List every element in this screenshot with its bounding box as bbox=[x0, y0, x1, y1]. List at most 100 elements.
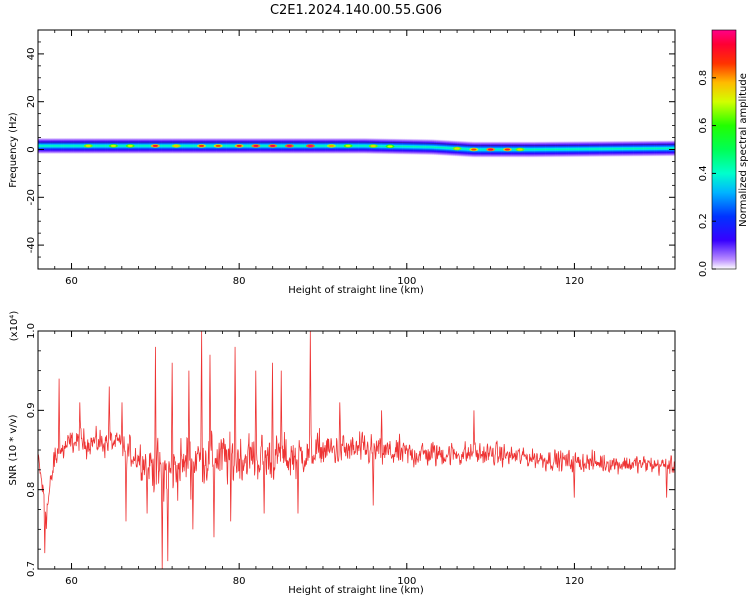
spectrogram-band-column bbox=[530, 141, 533, 158]
spectrogram-band-column bbox=[553, 140, 556, 158]
spectrogram-band-column bbox=[626, 140, 630, 158]
spectrogram-band-column bbox=[589, 140, 592, 158]
spectrogram-band-column bbox=[264, 137, 267, 155]
spectrogram-band-column bbox=[601, 140, 605, 158]
spectrogram-band-column bbox=[65, 137, 68, 155]
spectrogram-band-column bbox=[586, 140, 590, 158]
spectrogram-band-column bbox=[647, 140, 651, 157]
spectrogram-band-column bbox=[536, 141, 540, 158]
spectrogram-hotspot-core bbox=[236, 144, 242, 147]
colorbar-ticks: 0.0 0.2 0.4 0.6 0.8 bbox=[698, 29, 737, 277]
spectrogram-band-column bbox=[79, 137, 83, 155]
spectrogram-band-column bbox=[243, 137, 246, 155]
spectrogram-band-column bbox=[341, 137, 345, 155]
spectrogram-band-column bbox=[633, 140, 636, 158]
spectrogram-band-column bbox=[94, 137, 97, 155]
spectrogram-band-column bbox=[513, 141, 517, 158]
spectrogram-ytick-label: -40 bbox=[26, 237, 37, 253]
spectrogram-band-column bbox=[377, 137, 380, 155]
spectrogram-band-column bbox=[295, 137, 299, 155]
spectrogram-band-column bbox=[190, 137, 194, 155]
spectrogram-band-column bbox=[603, 140, 607, 158]
spectrogram-hotspot-core bbox=[110, 144, 117, 147]
spectrogram-band-column bbox=[75, 137, 79, 155]
spectrogram-band-column bbox=[167, 137, 171, 155]
spectrogram-band-column bbox=[182, 137, 185, 155]
spectrogram-band-column bbox=[610, 140, 613, 158]
spectrogram-band-column bbox=[184, 137, 188, 155]
spectrogram-band-column bbox=[576, 140, 579, 158]
spectrogram-hotspot-core bbox=[152, 144, 158, 147]
spectrogram-band-column bbox=[61, 137, 64, 155]
spectrogram-band-column bbox=[532, 141, 535, 158]
spectrogram-band-column bbox=[188, 137, 192, 155]
spectrogram-band-column bbox=[440, 139, 443, 157]
spectrogram-band-column bbox=[73, 137, 77, 155]
spectrogram-band-column bbox=[304, 137, 307, 155]
spectrogram-band-column bbox=[538, 141, 542, 158]
spectrogram-hotspot-core bbox=[345, 144, 351, 147]
spectrogram-band-column bbox=[639, 140, 642, 157]
spectrogram-band-column bbox=[584, 140, 588, 158]
spectrogram-hotspot-core bbox=[286, 144, 293, 147]
spectrogram-band-column bbox=[107, 137, 110, 155]
spectrogram-band-column bbox=[566, 140, 569, 158]
spectrogram-band-column bbox=[58, 137, 62, 155]
spectrogram-band-column bbox=[595, 140, 598, 158]
spectrogram-band-column bbox=[226, 137, 229, 155]
spectrogram-band-column bbox=[262, 137, 265, 155]
spectrogram-band-column bbox=[511, 141, 514, 158]
spectrogram-hotspot-core bbox=[85, 144, 91, 147]
spectrogram-band-column bbox=[402, 138, 405, 155]
colorbar-tick-label: 0.8 bbox=[698, 70, 709, 86]
spectrogram-band-column bbox=[163, 137, 167, 155]
spectrogram-band-column bbox=[40, 137, 43, 155]
spectrogram-band-column bbox=[123, 137, 127, 155]
snr-ytick-label: 1.0 bbox=[26, 323, 37, 339]
spectrogram-band-column bbox=[63, 137, 66, 155]
colorbar-tick-label: 0.6 bbox=[698, 118, 709, 134]
spectrogram-band-column bbox=[207, 137, 211, 155]
spectrogram-band-column bbox=[572, 140, 575, 158]
colorbar: 0.0 0.2 0.4 0.6 0.8 Normalized spectral ampl… bbox=[698, 29, 749, 277]
spectrogram-band-column bbox=[82, 137, 85, 155]
spectrogram-band-column bbox=[48, 137, 51, 155]
spectrogram-band-column bbox=[450, 139, 454, 157]
spectrogram-hotspot-core bbox=[517, 148, 523, 151]
spectrogram-band-column bbox=[484, 141, 487, 158]
spectrogram-band-column bbox=[142, 137, 146, 155]
spectrogram-band-column bbox=[431, 138, 435, 156]
spectrogram-band-column bbox=[358, 137, 361, 155]
spectrogram-band-column bbox=[612, 140, 615, 158]
spectrogram-band-column bbox=[293, 137, 297, 155]
spectrogram-band-column bbox=[144, 137, 148, 155]
spectrogram-band-column bbox=[339, 137, 343, 155]
spectrogram-band-column bbox=[480, 141, 483, 158]
spectrogram-hotspot-core bbox=[387, 145, 393, 148]
spectrogram-band-column bbox=[635, 140, 638, 157]
spectrogram-band-column bbox=[668, 139, 672, 157]
snr-xtick-label: 100 bbox=[397, 576, 416, 587]
spectrogram-band-column bbox=[415, 138, 418, 156]
spectrogram-band-column bbox=[637, 140, 640, 157]
spectrogram-ytick-label: 0 bbox=[26, 146, 37, 152]
spectrogram-band-column bbox=[337, 137, 341, 155]
spectrogram-band-column bbox=[335, 137, 338, 155]
spectrogram-band-column bbox=[582, 140, 586, 158]
snr-xlabel: Height of straight line (km) bbox=[288, 585, 424, 596]
spectrogram-band-column bbox=[230, 137, 234, 155]
spectrogram-band-column bbox=[542, 141, 546, 158]
spectrogram-band-column bbox=[545, 141, 548, 158]
spectrogram-band-column bbox=[67, 137, 70, 155]
spectrogram-band-column bbox=[396, 138, 399, 155]
spectrogram-band-column bbox=[136, 137, 139, 155]
spectrogram-band-column bbox=[138, 137, 141, 155]
spectrogram-band-column bbox=[593, 140, 596, 158]
spectrogram-band-column bbox=[624, 140, 628, 158]
spectrogram-hotspot-core bbox=[471, 148, 477, 151]
snr-scale-label: (x10⁴) bbox=[9, 311, 20, 342]
spectrogram-band-column bbox=[442, 139, 445, 157]
spectrogram-band-column bbox=[574, 140, 577, 158]
spectrogram-hotspot-core bbox=[328, 144, 334, 147]
